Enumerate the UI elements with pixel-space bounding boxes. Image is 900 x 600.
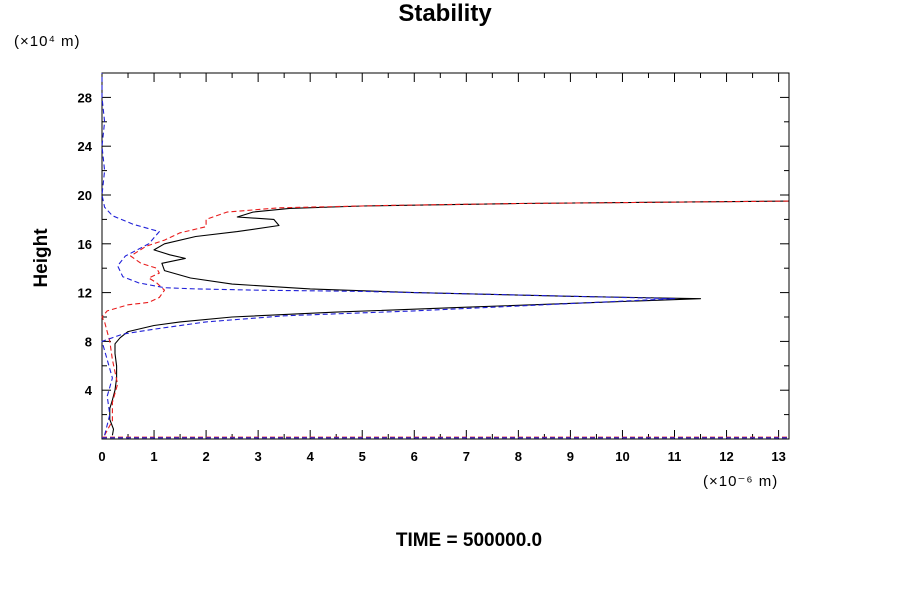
x-tick-label: 4 — [307, 449, 315, 464]
x-tick-label: 3 — [255, 449, 262, 464]
x-tick-label: 8 — [515, 449, 522, 464]
y-tick-label: 28 — [78, 90, 92, 105]
y-tick-label: 16 — [78, 237, 92, 252]
x-tick-label: 0 — [98, 449, 105, 464]
y-tick-label: 8 — [85, 334, 92, 349]
y-axis-unit: (×10⁴ m) — [14, 33, 81, 50]
series-line-blue-dashed — [101, 73, 676, 436]
x-tick-label: 12 — [719, 449, 733, 464]
x-axis-unit: (×10⁻⁶ m) — [703, 473, 779, 490]
y-tick-label: 20 — [78, 188, 92, 203]
series-group — [101, 73, 790, 439]
y-tick-label: 24 — [78, 139, 93, 154]
x-tick-label: 9 — [567, 449, 574, 464]
x-tick-label: 10 — [615, 449, 629, 464]
x-tick-label: 7 — [463, 449, 470, 464]
chart-title: Stability — [398, 0, 492, 27]
x-tick-label: 13 — [771, 449, 785, 464]
series-line-red-dashed — [101, 200, 790, 436]
time-label: TIME = 500000.0 — [395, 530, 543, 551]
x-tick-label: 11 — [668, 449, 682, 464]
x-tick-label: 2 — [202, 449, 209, 464]
x-tick-label: 5 — [359, 449, 366, 464]
x-tick-label: 1 — [150, 449, 157, 464]
plot-frame — [101, 72, 790, 440]
y-tick-label: 4 — [85, 383, 93, 398]
series-line-black-solid — [109, 200, 790, 436]
y-tick-label: 12 — [78, 286, 92, 301]
x-tick-label: 6 — [411, 449, 418, 464]
